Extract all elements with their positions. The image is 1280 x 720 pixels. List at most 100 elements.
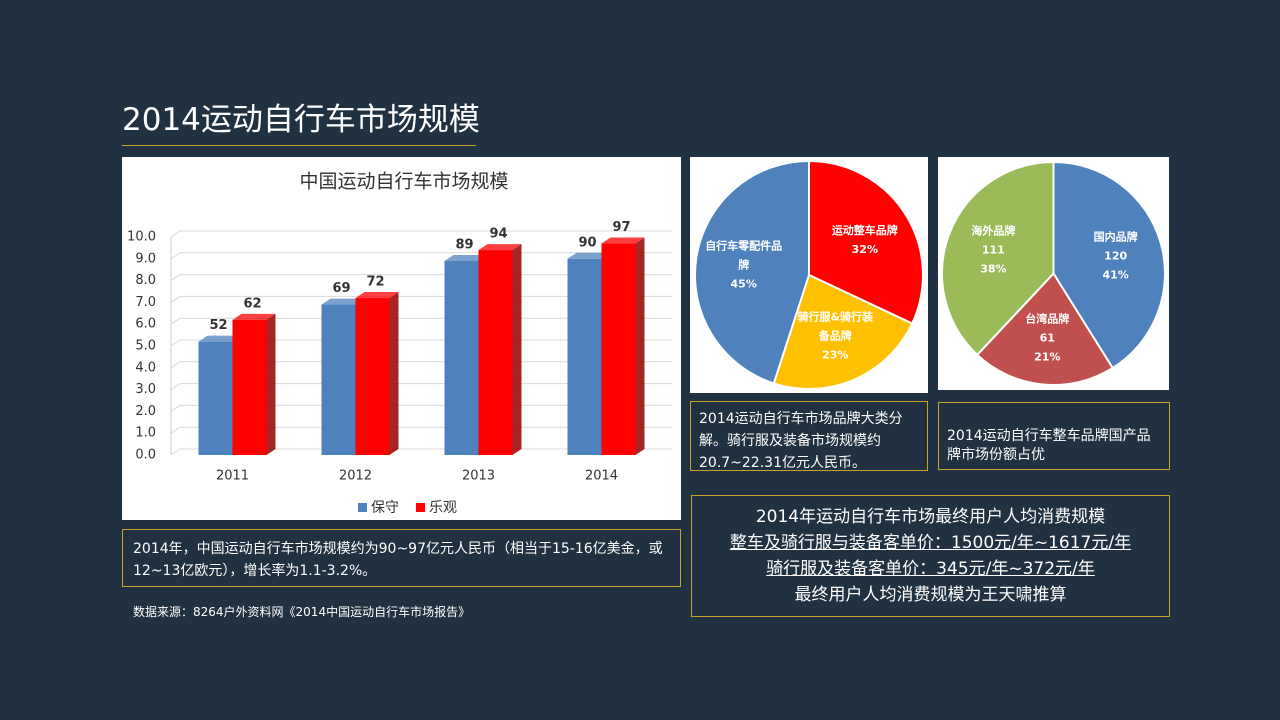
bar <box>601 243 636 455</box>
pie-panel: 国内品牌 120 41% 台湾品牌 61 21% 海外品牌 111 38% <box>938 157 1169 390</box>
bar-side <box>635 237 645 455</box>
slice-label: 骑行服&骑行装备品牌 23% <box>793 307 877 364</box>
slide-title: 2014运动自行车市场规模 <box>122 102 480 138</box>
bar-top <box>601 237 645 244</box>
y-tick-label: 8.0 <box>135 273 156 288</box>
legend-label: 保守 <box>371 500 399 516</box>
grid-wall <box>170 230 181 238</box>
slice-label: 海外品牌 111 38% <box>951 221 1035 278</box>
slice-label-line: 海外品牌 <box>971 224 1016 238</box>
bar-side <box>389 292 399 455</box>
slice-label-line: 自行车零配件品牌 <box>705 239 783 272</box>
y-tick-label: 2.0 <box>135 404 156 419</box>
y-tick-label: 9.0 <box>135 251 156 266</box>
slice-label-line: 32% <box>851 242 878 256</box>
chart-title: 中国运动自行车市场规模 <box>299 171 508 193</box>
slice-label: 台湾品牌 61 21% <box>1005 309 1089 366</box>
value-label: 69 <box>332 281 350 296</box>
pie-chart <box>941 160 1166 386</box>
slice-label-line: 国内品牌 <box>1093 230 1138 244</box>
y-tick-label: 5.0 <box>135 339 156 354</box>
pie-chart <box>694 159 924 390</box>
grid-wall <box>170 295 181 303</box>
pie-slice <box>808 159 924 325</box>
value-label: 97 <box>612 220 630 235</box>
x-tick-label: 2013 <box>462 469 495 484</box>
market-note: 2014年，中国运动自行车市场规模约为90~97亿元人民币（相当于15-16亿美… <box>122 529 681 587</box>
grid-wall <box>170 317 181 325</box>
title-underline <box>122 145 476 146</box>
bar-top <box>355 292 399 299</box>
slice-label: 国内品牌 120 41% <box>1074 227 1158 284</box>
legend-swatch <box>358 503 367 512</box>
summary-line: 整车及骑行服与装备客单价：1500元/年~1617元/年 <box>729 533 1132 553</box>
slice-label-line: 41% <box>1102 268 1129 282</box>
bar-top <box>232 313 276 320</box>
value-label: 52 <box>209 318 227 333</box>
slice-label-line: 111 <box>981 243 1005 257</box>
grid-wall <box>170 274 181 282</box>
y-tick-label: 7.0 <box>135 295 156 310</box>
value-label: 94 <box>489 227 507 242</box>
y-tick-label: 0.0 <box>135 448 156 463</box>
pie-slice <box>941 160 1055 357</box>
y-tick-label: 1.0 <box>135 426 156 441</box>
grid-wall <box>170 404 181 412</box>
grid-wall <box>170 426 181 434</box>
slice-label-line: 21% <box>1034 350 1061 364</box>
grid-wall <box>170 339 181 347</box>
slice-label-line: 45% <box>730 277 757 291</box>
grid-wall <box>170 383 181 391</box>
pie-panel: 运动整车品牌 32% 骑行服&骑行装备品牌 23% 自行车零配件品牌 45% <box>690 157 928 393</box>
summary-line: 2014年运动自行车市场最终用户人均消费规模 <box>755 507 1106 527</box>
slice-label: 运动整车品牌 32% <box>823 221 907 259</box>
bar-top <box>198 335 242 342</box>
y-tick-label: 6.0 <box>135 317 156 332</box>
legend-swatch <box>416 503 425 512</box>
slice-label-line: 23% <box>822 348 849 362</box>
slice-label-line: 骑行服&骑行装备品牌 <box>797 310 874 343</box>
value-label: 89 <box>455 237 473 252</box>
legend-label: 乐观 <box>429 500 457 516</box>
slice-label-line: 120 <box>1104 249 1128 263</box>
x-tick-label: 2012 <box>339 469 372 484</box>
bar-chart: 中国运动自行车市场规模 0.0 1.0 2.0 3.0 4.0 5.0 6.0 7.0 8.0 9… <box>122 157 681 520</box>
y-tick-label: 4.0 <box>135 360 156 375</box>
value-label: 62 <box>243 296 261 311</box>
bar-top <box>321 298 365 305</box>
summary-line: 骑行服及装备客单价：345元/年~372元/年 <box>766 559 1095 579</box>
bar <box>355 298 390 455</box>
bar <box>232 319 267 455</box>
bar <box>321 304 356 455</box>
value-label: 90 <box>578 235 596 250</box>
grid-wall <box>170 448 181 456</box>
summary-line: 最终用户人均消费规模为王天啸推算 <box>794 585 1067 605</box>
bar-side <box>512 244 522 455</box>
bar-top <box>567 252 611 259</box>
bar <box>478 250 513 455</box>
brand-category-note: 2014运动自行车市场品牌大类分解。骑行服及装备市场规模约20.7~22.31亿… <box>690 401 928 471</box>
y-tick-label: 3.0 <box>135 382 156 397</box>
x-tick-label: 2014 <box>585 469 618 484</box>
bar-side <box>266 313 276 455</box>
y-tick-label: 10.0 <box>127 230 156 245</box>
bar <box>444 260 479 455</box>
bar <box>198 341 233 455</box>
bar <box>567 258 602 455</box>
bar-top <box>478 244 522 251</box>
pie-slice <box>975 271 1115 386</box>
summary-box: 2014年运动自行车市场最终用户人均消费规模 整车及骑行服与装备客单价：1500… <box>691 495 1170 617</box>
brand-origin-note: 2014运动自行车整车品牌国产品牌市场份额占优 <box>938 402 1170 470</box>
slice-label-line: 台湾品牌 <box>1025 312 1070 326</box>
grid-wall <box>170 361 181 369</box>
slice-label-line: 61 <box>1039 331 1055 345</box>
pie-slice <box>694 159 810 385</box>
slice-label-line: 38% <box>980 262 1007 276</box>
pie-slice <box>772 273 914 390</box>
source-note: 数据来源：8264户外资料网《2014中国运动自行车市场报告》 <box>133 605 471 619</box>
slice-label: 自行车零配件品牌 45% <box>702 236 786 293</box>
x-tick-label: 2011 <box>216 469 249 484</box>
value-label: 72 <box>366 275 384 290</box>
grid-wall <box>170 252 181 260</box>
